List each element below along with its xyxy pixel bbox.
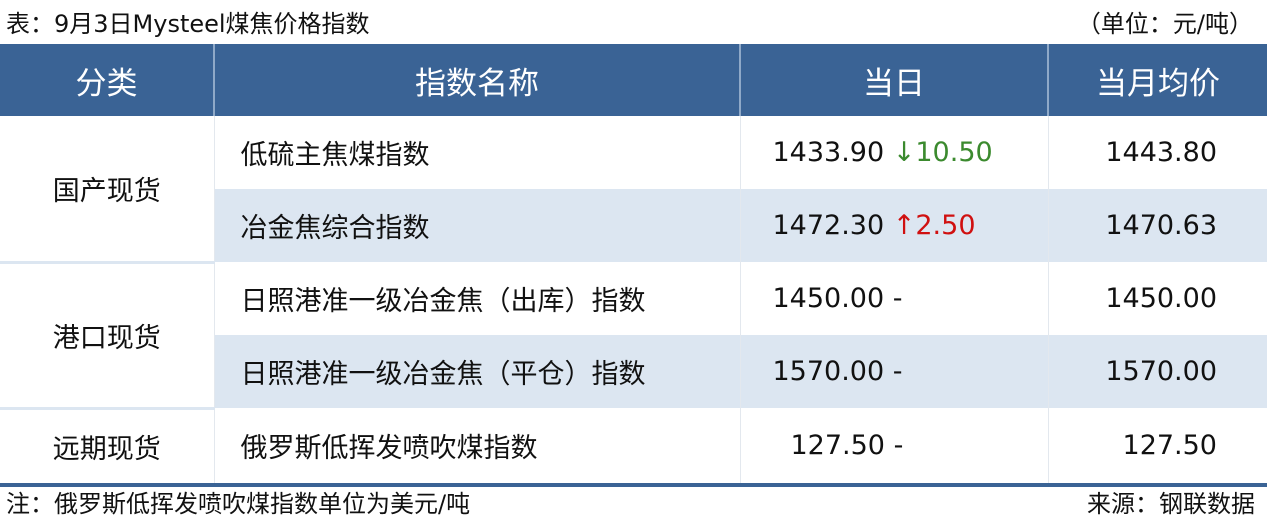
change-value: 10.50 <box>915 137 993 168</box>
index-name: 日照港准一级冶金焦（出库）指数 <box>214 262 741 335</box>
index-name: 冶金焦综合指数 <box>214 189 741 262</box>
category-cell: 国产现货 <box>0 116 215 264</box>
index-name: 日照港准一级冶金焦（平仓）指数 <box>214 335 741 408</box>
table-row: 国产现货 低硫主焦煤指数 1433.90 ↓10.50 1443.80 <box>0 116 1267 264</box>
day-value: 1450.00 - <box>740 262 1049 335</box>
day-price: 1450.00 <box>772 283 885 314</box>
day-value: 1433.90 ↓10.50 <box>740 116 1049 189</box>
index-name: 俄罗斯低挥发喷吹煤指数 <box>214 408 741 487</box>
day-value: 127.50 - <box>740 408 1049 487</box>
table-row: 冶金焦综合指数 1472.30 ↑2.50 1470.63 <box>0 189 1267 262</box>
price-index-table: 分类 指数名称 当日 当月均价 国产现货 低硫主焦煤指数 1433.90 ↓10… <box>0 44 1267 487</box>
day-value: 1472.30 ↑2.50 <box>740 189 1049 262</box>
day-price: 127.50 <box>790 429 885 461</box>
header-month-avg: 当月均价 <box>1048 44 1267 116</box>
footnote: 注：俄罗斯低挥发喷吹煤指数单位为美元/吨 <box>6 490 471 518</box>
unit-label: （单位：元/吨） <box>1076 10 1253 38</box>
avg-value: 1443.80 <box>1105 137 1217 168</box>
change-value: - <box>893 429 904 461</box>
avg-value: 127.50 <box>1048 408 1267 487</box>
down-arrow-icon: ↓ <box>892 137 916 168</box>
category-cell: 港口现货 <box>0 262 215 410</box>
header-category: 分类 <box>0 44 215 116</box>
table-title: 表：9月3日Mysteel煤焦价格指数 <box>6 10 370 38</box>
avg-value: 1570.00 <box>1048 335 1267 408</box>
avg-value: 1470.63 <box>1048 189 1267 262</box>
change-value: 2.50 <box>915 210 976 241</box>
category-cell: 远期现货 <box>0 408 215 487</box>
table-row: 日照港准一级冶金焦（平仓）指数 1570.00 - 1570.00 <box>0 335 1267 408</box>
up-arrow-icon: ↑ <box>892 210 916 241</box>
day-price: 1570.00 <box>772 356 885 387</box>
header-row: 分类 指数名称 当日 当月均价 <box>0 44 1267 116</box>
header-day: 当日 <box>740 44 1049 116</box>
source-label: 来源：钢联数据 <box>1087 490 1255 518</box>
table-row: 港口现货 日照港准一级冶金焦（出库）指数 1450.00 - 1450.00 <box>0 262 1267 410</box>
header-index-name: 指数名称 <box>214 44 741 116</box>
change-value: - <box>892 283 903 314</box>
table-row: 远期现货 俄罗斯低挥发喷吹煤指数 127.50 - 127.50 <box>0 408 1267 487</box>
day-price: 1472.30 <box>772 210 885 241</box>
change-value: - <box>892 356 903 387</box>
avg-value: 1450.00 <box>1105 283 1217 314</box>
index-name: 低硫主焦煤指数 <box>214 116 741 189</box>
day-value: 1570.00 - <box>740 335 1049 408</box>
day-price: 1433.90 <box>772 137 885 168</box>
